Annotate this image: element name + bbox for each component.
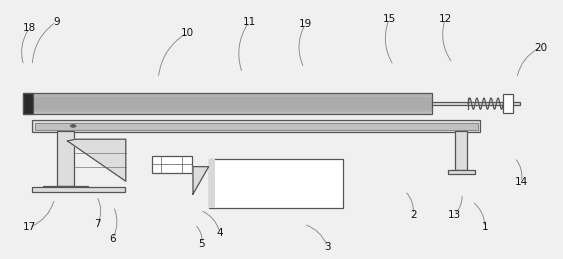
- Text: 2: 2: [410, 210, 417, 220]
- Bar: [23, 97, 432, 110]
- Bar: [35, 123, 477, 130]
- Polygon shape: [193, 167, 209, 194]
- Text: 5: 5: [199, 239, 205, 249]
- Text: 6: 6: [109, 234, 115, 244]
- Bar: [151, 156, 192, 173]
- Bar: [23, 93, 432, 114]
- Text: 3: 3: [324, 242, 330, 252]
- Text: 18: 18: [23, 23, 36, 33]
- Bar: [23, 95, 432, 113]
- Bar: [43, 186, 88, 190]
- Text: 13: 13: [448, 210, 461, 220]
- Bar: [432, 102, 520, 105]
- Text: 17: 17: [23, 222, 36, 232]
- Text: 11: 11: [243, 17, 256, 27]
- Text: 7: 7: [95, 219, 101, 229]
- Text: 1: 1: [481, 222, 488, 232]
- Bar: [23, 93, 432, 114]
- Bar: [455, 131, 467, 170]
- Bar: [449, 170, 475, 174]
- Bar: [23, 96, 432, 111]
- Bar: [23, 93, 33, 114]
- Bar: [32, 187, 124, 191]
- Bar: [32, 120, 480, 132]
- Text: 4: 4: [217, 227, 223, 238]
- Text: 9: 9: [53, 17, 60, 27]
- Text: 12: 12: [439, 14, 452, 24]
- Bar: [209, 159, 343, 208]
- Bar: [23, 94, 432, 113]
- Text: 19: 19: [298, 19, 312, 30]
- Bar: [57, 131, 74, 186]
- Text: 10: 10: [181, 28, 194, 38]
- Polygon shape: [68, 139, 126, 181]
- Text: 20: 20: [534, 42, 547, 53]
- Text: 15: 15: [382, 14, 396, 24]
- Circle shape: [72, 125, 74, 126]
- Bar: [503, 94, 513, 113]
- Bar: [23, 95, 432, 112]
- Text: 14: 14: [515, 177, 528, 187]
- Bar: [209, 159, 216, 208]
